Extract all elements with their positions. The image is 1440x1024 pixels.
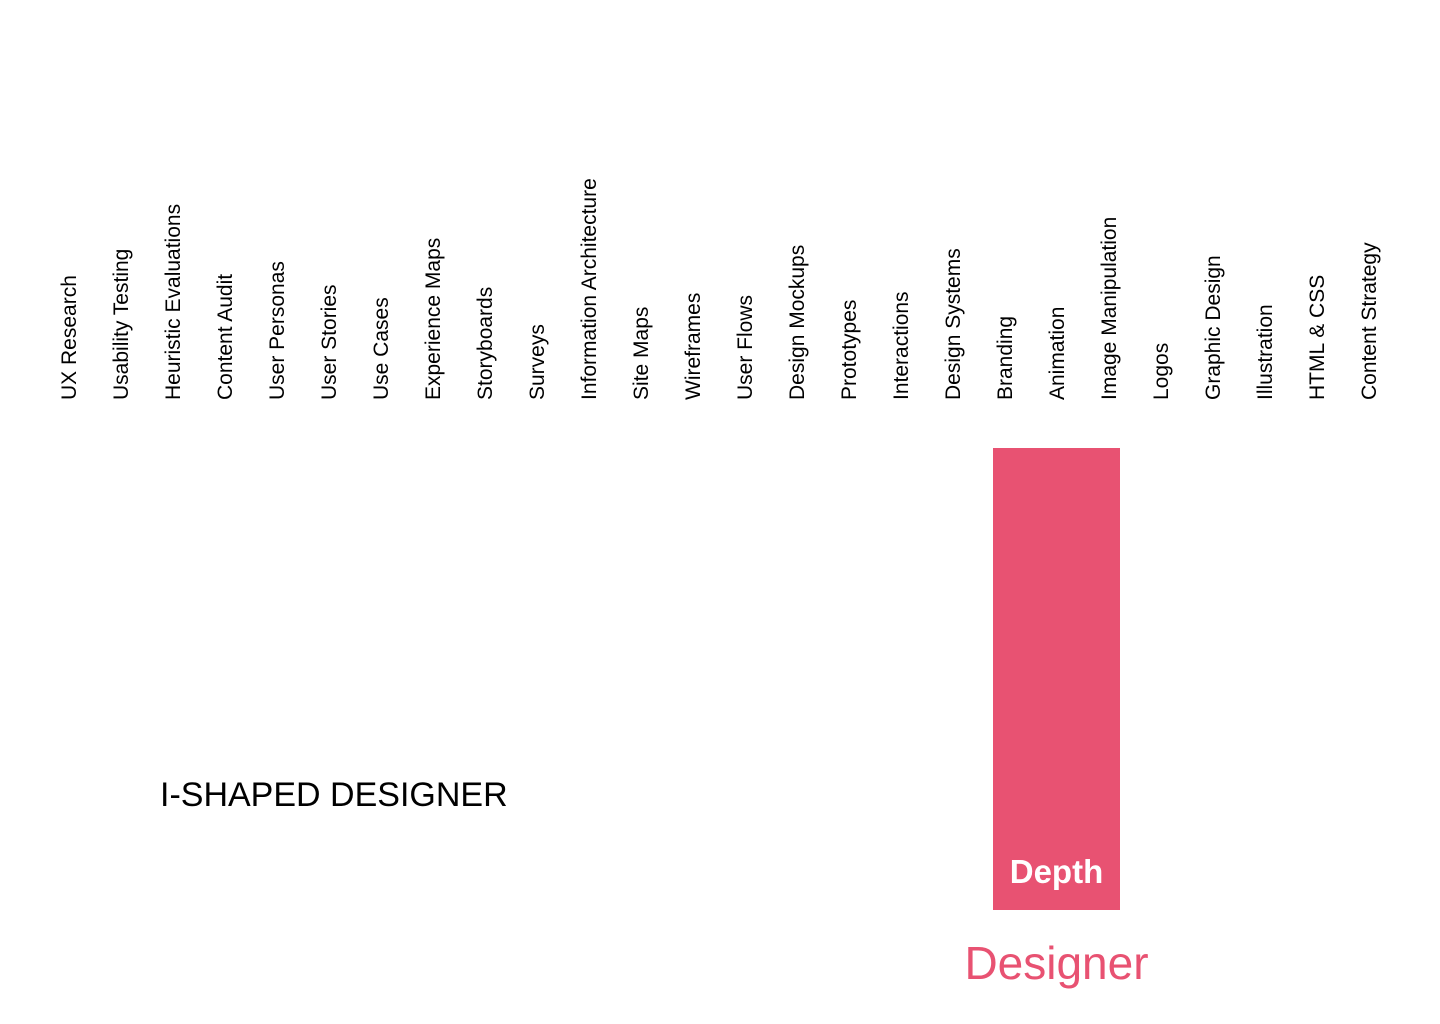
skill-label: UX Research: [58, 275, 81, 400]
depth-bar: Depth: [993, 448, 1120, 910]
skill-label: Design Systems: [942, 248, 965, 400]
skill-label: Usability Testing: [110, 248, 133, 400]
skill-label: User Personas: [266, 261, 289, 400]
skill-label: Surveys: [526, 324, 549, 400]
diagram-title: I-SHAPED DESIGNER: [160, 776, 508, 814]
skill-label: Logos: [1150, 342, 1173, 400]
skill-label: Illustration: [1254, 304, 1277, 400]
skill-label: Content Strategy: [1358, 242, 1381, 400]
depth-label: Depth: [1009, 853, 1104, 890]
skill-label: Graphic Design: [1202, 255, 1225, 400]
skill-label: Content Audit: [214, 273, 237, 400]
skill-label: Storyboards: [474, 286, 497, 400]
skill-label: Design Mockups: [786, 244, 809, 400]
skill-label: Wireframes: [682, 292, 705, 400]
skill-label: Experience Maps: [422, 237, 445, 400]
skill-label: Heuristic Evaluations: [162, 203, 185, 400]
skill-label: User Flows: [734, 294, 757, 400]
role-label: Designer: [964, 937, 1149, 989]
skill-label: Image Manipulation: [1098, 216, 1121, 400]
skill-label: Animation: [1046, 306, 1069, 400]
skill-label: Use Cases: [370, 297, 393, 400]
skill-label: Information Architecture: [578, 178, 601, 400]
skill-label: User Stories: [318, 284, 341, 400]
skill-label: HTML & CSS: [1306, 274, 1329, 400]
skill-label: Site Maps: [630, 306, 653, 400]
skill-label: Interactions: [890, 291, 913, 400]
skill-label: Branding: [994, 315, 1017, 400]
skill-label: Prototypes: [838, 299, 861, 400]
skills-axis: UX Research Usability Testing Heuristic Ev…: [0, 0, 1440, 410]
